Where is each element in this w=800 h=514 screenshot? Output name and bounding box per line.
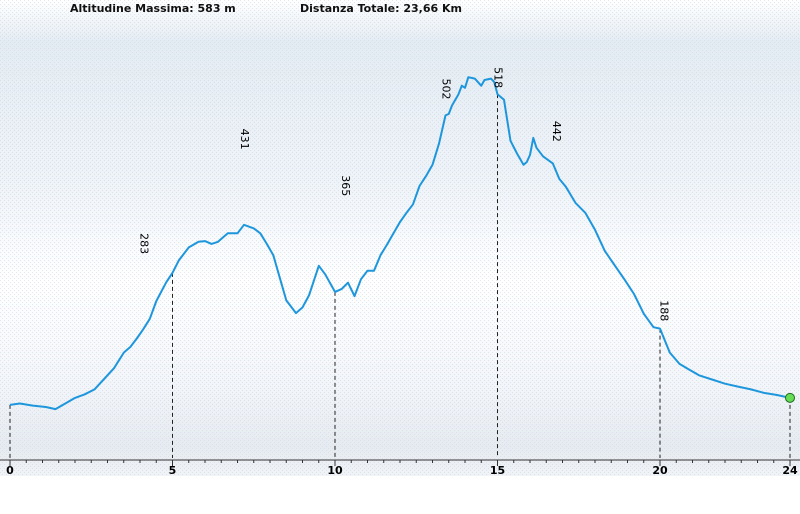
altitude-point-label: 283 — [137, 233, 150, 254]
altitude-labels: 283 431 365 502 518 442 188 — [137, 67, 670, 321]
bottom-margin — [0, 476, 800, 514]
max-altitude-label: Altitudine Massima: 583 m — [70, 2, 236, 15]
altitude-point-label: 431 — [238, 129, 251, 150]
x-tick-label: 10 — [327, 464, 343, 477]
altitude-point-label: 502 — [440, 78, 453, 99]
elevation-profile — [9, 76, 795, 411]
altitude-point-label: 188 — [657, 300, 670, 321]
altitude-point-label: 518 — [492, 67, 505, 88]
profile-line — [9, 76, 791, 411]
end-point-marker — [785, 392, 795, 403]
x-tick-label: 24 — [782, 464, 798, 477]
x-tick-label: 15 — [490, 464, 505, 477]
x-axis: 0 5 10 15 20 24 — [0, 459, 800, 477]
total-distance-label: Distanza Totale: 23,66 Km — [300, 2, 462, 15]
altitude-point-label: 442 — [550, 121, 563, 142]
x-tick-label: 20 — [652, 464, 668, 477]
x-tick-label: 0 — [6, 464, 14, 477]
distance-marker-lines — [9, 94, 791, 458]
altitude-point-label: 365 — [339, 175, 352, 196]
x-tick-label: 5 — [169, 464, 177, 477]
